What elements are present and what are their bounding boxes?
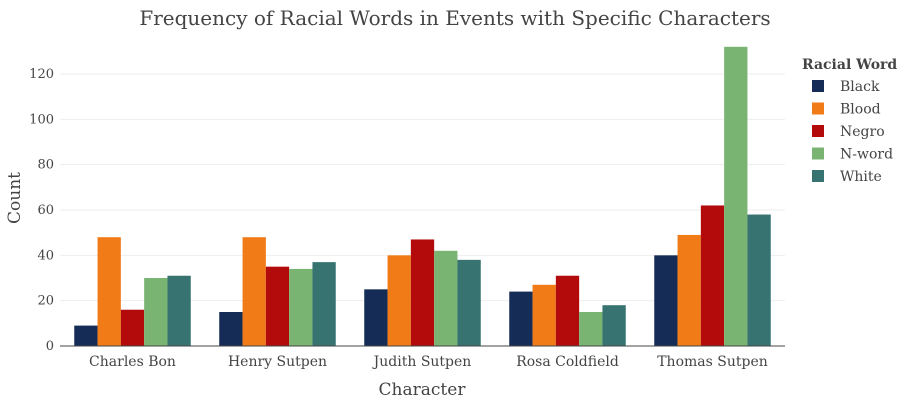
legend-item-label[interactable]: Negro bbox=[840, 124, 885, 140]
y-tick-label: 120 bbox=[29, 67, 54, 82]
bar-black[interactable] bbox=[364, 289, 388, 346]
bar-black[interactable] bbox=[74, 325, 98, 346]
y-tick-label: 60 bbox=[37, 203, 54, 218]
legend-title: Racial Word bbox=[802, 57, 897, 73]
bar-negro[interactable] bbox=[410, 239, 435, 346]
y-tick-label: 20 bbox=[37, 294, 54, 309]
legend-swatch[interactable] bbox=[812, 125, 824, 137]
y-tick-label: 40 bbox=[37, 248, 54, 263]
bar-blood[interactable] bbox=[387, 255, 411, 346]
legend-swatch[interactable] bbox=[812, 147, 824, 160]
bar-white[interactable] bbox=[457, 259, 481, 346]
x-tick-label: Rosa Coldfield bbox=[516, 354, 619, 370]
x-tick-label: Charles Bon bbox=[89, 354, 176, 370]
legend-swatch[interactable] bbox=[812, 102, 824, 115]
legend[interactable]: Racial Word Black Blood Negro N-word White bbox=[802, 57, 897, 185]
legend-item-label[interactable]: Black bbox=[840, 79, 880, 95]
bar-white[interactable] bbox=[747, 214, 771, 346]
bar-n-word[interactable] bbox=[579, 312, 603, 346]
legend-item-label[interactable]: Blood bbox=[840, 102, 881, 118]
bars bbox=[74, 46, 771, 347]
x-tick-labels: Charles Bon Henry Sutpen Judith Sutpen Rosa… bbox=[89, 354, 768, 370]
bar-white[interactable] bbox=[312, 262, 336, 346]
legend-swatch[interactable] bbox=[812, 170, 824, 182]
legend-item-label[interactable]: White bbox=[840, 169, 882, 185]
bar-n-word[interactable] bbox=[434, 250, 458, 346]
y-axis-title: Count bbox=[5, 172, 25, 224]
y-tick-label: 100 bbox=[29, 112, 54, 127]
bar-blood[interactable] bbox=[532, 284, 556, 346]
bar-n-word[interactable] bbox=[289, 268, 313, 346]
bar-n-word[interactable] bbox=[724, 46, 748, 347]
legend-swatch[interactable] bbox=[812, 80, 824, 92]
bar-negro[interactable] bbox=[555, 275, 580, 346]
bar-black[interactable] bbox=[219, 312, 243, 346]
bar-negro[interactable] bbox=[120, 309, 145, 346]
bar-n-word[interactable] bbox=[144, 278, 168, 346]
bar-negro[interactable] bbox=[700, 205, 725, 346]
bar-blood[interactable] bbox=[242, 237, 266, 346]
x-tick-label: Judith Sutpen bbox=[372, 354, 472, 370]
y-tick-label: 80 bbox=[37, 158, 54, 173]
legend-item-label[interactable]: N-word bbox=[840, 147, 893, 163]
bar-blood[interactable] bbox=[677, 234, 701, 346]
x-axis-title: Character bbox=[379, 380, 467, 400]
x-tick-label: Thomas Sutpen bbox=[657, 354, 768, 370]
y-tick-label: 0 bbox=[46, 339, 54, 354]
bar-black[interactable] bbox=[654, 255, 678, 346]
bar-blood[interactable] bbox=[97, 237, 121, 346]
bar-negro[interactable] bbox=[265, 266, 290, 346]
x-tick-label: Henry Sutpen bbox=[228, 354, 327, 370]
chart-title: Frequency of Racial Words in Events with… bbox=[139, 6, 770, 30]
bar-white[interactable] bbox=[602, 305, 626, 346]
bar-black[interactable] bbox=[509, 291, 533, 346]
y-tick-labels: 0 20 40 60 80 100 120 bbox=[29, 67, 54, 354]
bar-white[interactable] bbox=[167, 275, 191, 346]
